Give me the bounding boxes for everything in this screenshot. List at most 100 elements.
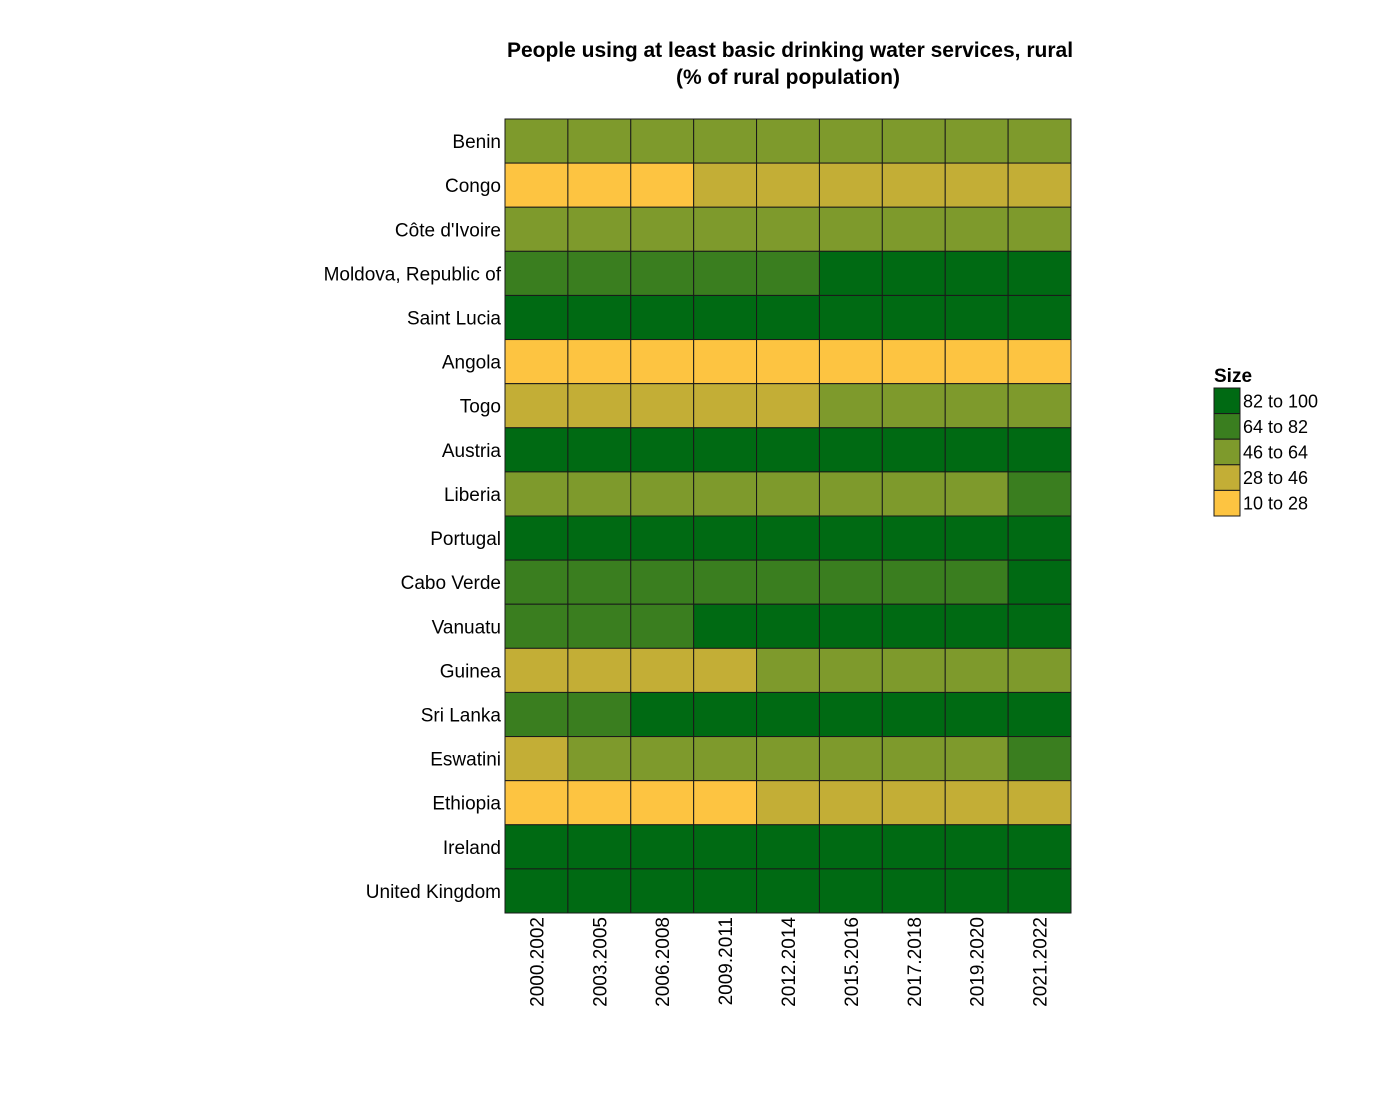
legend-label: 46 to 64 xyxy=(1243,443,1308,463)
heatmap-cell xyxy=(944,383,1009,429)
row-label: Ireland xyxy=(443,838,501,859)
heatmap-cell xyxy=(567,868,632,914)
heatmap-cell xyxy=(818,427,883,473)
heatmap-cell xyxy=(756,471,820,517)
heatmap-cell xyxy=(630,427,695,473)
heatmap-cell xyxy=(881,603,946,649)
heatmap-cell xyxy=(567,294,632,341)
heatmap-cell xyxy=(818,559,883,605)
heatmap-cell xyxy=(630,559,695,605)
heatmap-cell xyxy=(630,736,695,782)
heatmap-cell xyxy=(567,383,632,429)
column-label: 2019.2020 xyxy=(968,917,989,1007)
heatmap-cell xyxy=(756,383,820,429)
heatmap-cell xyxy=(567,691,632,738)
heatmap-cell xyxy=(630,383,695,429)
heatmap-cell xyxy=(944,780,1009,826)
column-label: 2000.2002 xyxy=(527,917,548,1007)
heatmap-cell xyxy=(504,780,569,826)
heatmap-cell xyxy=(944,427,1009,473)
heatmap-cells xyxy=(504,118,1072,914)
heatmap-cell xyxy=(756,559,820,605)
heatmap-cell xyxy=(818,162,883,208)
legend-label: 10 to 28 xyxy=(1243,494,1308,514)
heatmap-cell xyxy=(1007,383,1072,429)
heatmap-cell xyxy=(818,603,883,649)
heatmap-cell xyxy=(693,162,758,208)
heatmap-cell xyxy=(1007,868,1072,914)
legend-title: Size xyxy=(1214,366,1252,387)
heatmap-cell xyxy=(818,471,883,517)
heatmap-cell xyxy=(1007,780,1072,826)
heatmap-cell xyxy=(567,162,632,208)
heatmap-cell xyxy=(567,647,632,693)
heatmap-cell xyxy=(630,647,695,693)
heatmap-cell xyxy=(630,824,695,870)
heatmap-cell xyxy=(693,427,758,473)
heatmap-cell xyxy=(818,647,883,693)
heatmap-cell xyxy=(881,294,946,341)
heatmap-cell xyxy=(756,515,820,561)
heatmap-cell xyxy=(818,515,883,561)
heatmap-cell xyxy=(944,515,1009,561)
row-label: Portugal xyxy=(430,529,501,550)
row-label: Liberia xyxy=(444,485,501,506)
column-label: 2003.2005 xyxy=(590,917,611,1007)
heatmap-cell xyxy=(693,868,758,914)
heatmap-cell xyxy=(881,691,946,738)
legend: Size 82 to 100 64 to 82 46 to 64 28 to 46 10… xyxy=(1213,366,1318,517)
heatmap-cell xyxy=(944,824,1009,870)
heatmap-cell xyxy=(504,427,569,473)
heatmap-cell xyxy=(944,118,1009,164)
heatmap-cell xyxy=(693,824,758,870)
heatmap-cell xyxy=(1007,339,1072,385)
heatmap-cell xyxy=(881,647,946,693)
row-label: Congo xyxy=(445,176,501,197)
legend-swatch xyxy=(1213,464,1241,491)
column-label: 2006.2008 xyxy=(653,917,674,1007)
row-label: Sri Lanka xyxy=(421,706,502,727)
column-label: 2015.2016 xyxy=(842,917,863,1007)
heatmap-cell xyxy=(504,603,569,649)
heatmap-cell xyxy=(944,603,1009,649)
heatmap-cell xyxy=(944,250,1009,296)
chart-title: People using at least basic drinking wat… xyxy=(507,39,1073,62)
heatmap-cell xyxy=(881,824,946,870)
row-label: Vanuatu xyxy=(432,617,501,638)
column-label: 2012.2014 xyxy=(779,917,800,1007)
heatmap-cell xyxy=(567,515,632,561)
heatmap-cell xyxy=(881,162,946,208)
heatmap-cell xyxy=(881,206,946,252)
heatmap-cell xyxy=(504,824,569,870)
row-label: Cabo Verde xyxy=(401,573,501,594)
heatmap-cell xyxy=(504,339,569,385)
heatmap-cell xyxy=(1007,250,1072,296)
legend-swatch xyxy=(1213,489,1241,517)
heatmap-cell xyxy=(504,868,569,914)
heatmap-cell xyxy=(1007,647,1072,693)
heatmap-cell xyxy=(693,206,758,252)
heatmap-cell xyxy=(504,736,569,782)
heatmap-cell xyxy=(1007,691,1072,738)
heatmap-cell xyxy=(567,427,632,473)
heatmap-cell xyxy=(504,515,569,561)
heatmap-cell xyxy=(630,515,695,561)
heatmap-cell xyxy=(1007,427,1072,473)
row-label: Moldova, Republic of xyxy=(324,264,502,285)
heatmap-cell xyxy=(693,118,758,164)
legend-label: 28 to 46 xyxy=(1243,468,1308,488)
heatmap-cell xyxy=(567,206,632,252)
heatmap-cell xyxy=(881,736,946,782)
heatmap-cell xyxy=(630,691,695,738)
legend-swatch xyxy=(1213,413,1241,440)
heatmap-cell xyxy=(693,647,758,693)
heatmap-cell xyxy=(567,559,632,605)
heatmap-cell xyxy=(756,162,820,208)
heatmap-cell xyxy=(818,383,883,429)
heatmap-cell xyxy=(944,162,1009,208)
heatmap-cell xyxy=(944,206,1009,252)
row-label: Ethiopia xyxy=(432,794,501,815)
heatmap-cell xyxy=(630,780,695,826)
heatmap-cell xyxy=(567,603,632,649)
